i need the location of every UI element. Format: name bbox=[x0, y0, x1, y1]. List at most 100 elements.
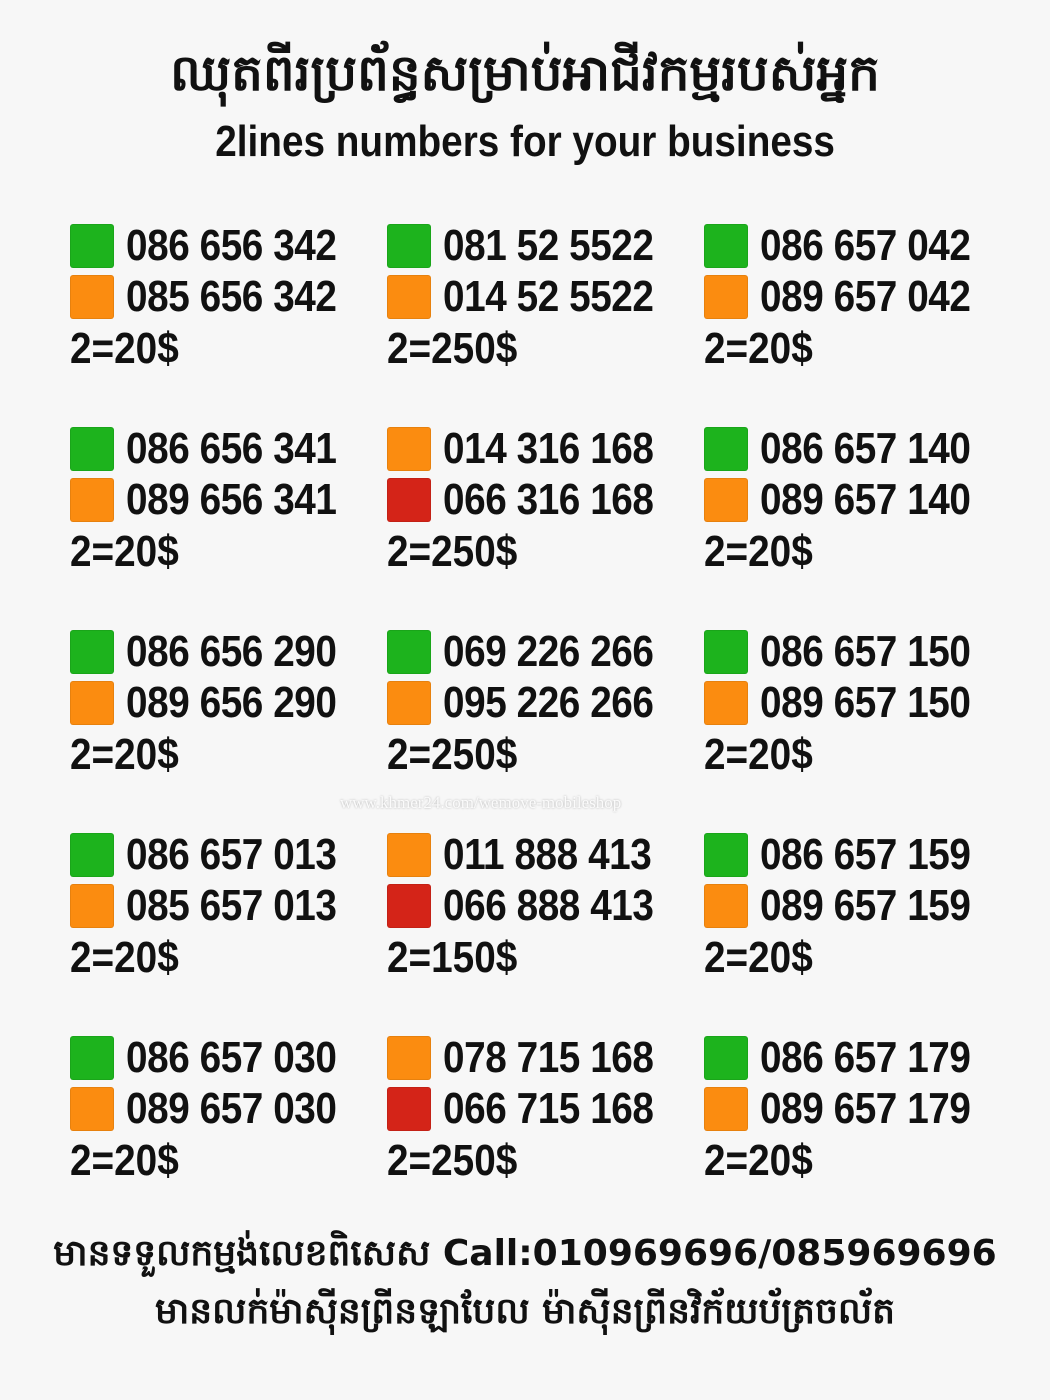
green-square-icon bbox=[704, 630, 748, 674]
price-label: 2=20$ bbox=[70, 1136, 179, 1185]
offer-block: 086 657 042 089 657 042 2=20$ bbox=[704, 222, 1034, 392]
offer-block: 086 656 341 089 656 341 2=20$ bbox=[70, 425, 400, 595]
price-label: 2=20$ bbox=[70, 324, 179, 373]
number-line: 089 657 042 bbox=[704, 273, 999, 321]
offer-block: 014 316 168 066 316 168 2=250$ bbox=[387, 425, 717, 595]
phone-number: 086 657 013 bbox=[126, 830, 337, 879]
number-line: 081 52 5522 bbox=[387, 222, 682, 270]
number-line: 078 715 168 bbox=[387, 1034, 682, 1082]
phone-number: 089 657 159 bbox=[760, 881, 971, 930]
number-line: 089 657 030 bbox=[70, 1085, 365, 1133]
green-square-icon bbox=[387, 630, 431, 674]
orange-square-icon bbox=[704, 884, 748, 928]
price-label: 2=20$ bbox=[70, 527, 179, 576]
number-line: 066 715 168 bbox=[387, 1085, 682, 1133]
offer-block: 086 657 030 089 657 030 2=20$ bbox=[70, 1034, 400, 1204]
phone-number: 089 657 179 bbox=[760, 1084, 971, 1133]
orange-square-icon bbox=[704, 1087, 748, 1131]
number-line: 066 316 168 bbox=[387, 476, 682, 524]
green-square-icon bbox=[70, 833, 114, 877]
number-line: 011 888 413 bbox=[387, 831, 680, 879]
number-line: 095 226 266 bbox=[387, 679, 682, 727]
orange-square-icon bbox=[387, 427, 431, 471]
offer-block: 086 657 013 085 657 013 2=20$ bbox=[70, 831, 400, 1001]
title-english-text: 2lines numbers for your business bbox=[215, 117, 835, 166]
phone-number: 085 657 013 bbox=[126, 881, 337, 930]
price-label: 2=20$ bbox=[704, 1136, 813, 1185]
price-label: 2=20$ bbox=[704, 527, 813, 576]
phone-number: 086 657 179 bbox=[760, 1033, 971, 1082]
phone-number: 011 888 413 bbox=[443, 830, 652, 879]
phone-number: 085 656 342 bbox=[126, 272, 337, 321]
number-line: 086 657 150 bbox=[704, 628, 999, 676]
number-line: 086 657 159 bbox=[704, 831, 999, 879]
offer-block: 086 657 150 089 657 150 2=20$ bbox=[704, 628, 1034, 798]
phone-number: 069 226 266 bbox=[443, 627, 654, 676]
green-square-icon bbox=[70, 224, 114, 268]
number-line: 089 657 150 bbox=[704, 679, 999, 727]
number-line: 014 52 5522 bbox=[387, 273, 682, 321]
orange-square-icon bbox=[70, 681, 114, 725]
phone-number: 078 715 168 bbox=[443, 1033, 654, 1082]
green-square-icon bbox=[70, 630, 114, 674]
phone-number: 086 657 150 bbox=[760, 627, 971, 676]
number-line: 086 657 013 bbox=[70, 831, 365, 879]
price-label: 2=150$ bbox=[387, 933, 518, 982]
number-line: 069 226 266 bbox=[387, 628, 682, 676]
number-line: 086 657 140 bbox=[704, 425, 999, 473]
number-line: 085 657 013 bbox=[70, 882, 365, 930]
phone-number: 066 715 168 bbox=[443, 1084, 654, 1133]
orange-square-icon bbox=[387, 681, 431, 725]
phone-number: 086 656 290 bbox=[126, 627, 337, 676]
footer-call-line: មានទទួលកម្មង់លេខពិសេស Call:010969696/085… bbox=[53, 1233, 997, 1274]
title-english: 2lines numbers for your business bbox=[0, 116, 1050, 168]
offer-block: 086 657 179 089 657 179 2=20$ bbox=[704, 1034, 1034, 1204]
phone-number: 086 657 030 bbox=[126, 1033, 337, 1082]
green-square-icon bbox=[704, 1036, 748, 1080]
number-line: 089 657 140 bbox=[704, 476, 999, 524]
number-line: 014 316 168 bbox=[387, 425, 682, 473]
phone-number: 086 656 342 bbox=[126, 221, 337, 270]
phone-number: 086 657 140 bbox=[760, 424, 971, 473]
orange-square-icon bbox=[387, 275, 431, 319]
number-line: 086 656 290 bbox=[70, 628, 365, 676]
phone-number: 089 656 290 bbox=[126, 678, 337, 727]
phone-number: 066 888 413 bbox=[443, 881, 654, 930]
offer-block: 069 226 266 095 226 266 2=250$ bbox=[387, 628, 717, 798]
number-line: 086 657 179 bbox=[704, 1034, 999, 1082]
green-square-icon bbox=[704, 833, 748, 877]
red-square-icon bbox=[387, 478, 431, 522]
price-label: 2=250$ bbox=[387, 324, 518, 373]
footer-printer-line: មានលក់ម៉ាស៊ីនព្រីនឡាបែល ម៉ាស៊ីនព្រីនវិក័… bbox=[155, 1291, 895, 1332]
watermark: www.khmer24.com/wemove-mobileshop bbox=[340, 793, 622, 812]
offer-block: 078 715 168 066 715 168 2=250$ bbox=[387, 1034, 717, 1204]
orange-square-icon bbox=[70, 1087, 114, 1131]
orange-square-icon bbox=[70, 884, 114, 928]
number-line: 089 656 290 bbox=[70, 679, 365, 727]
phone-number: 089 657 140 bbox=[760, 475, 971, 524]
offer-block: 086 657 159 089 657 159 2=20$ bbox=[704, 831, 1034, 1001]
phone-number: 089 657 150 bbox=[760, 678, 971, 727]
number-line: 089 657 179 bbox=[704, 1085, 999, 1133]
offer-block: 086 656 342 085 656 342 2=20$ bbox=[70, 222, 400, 392]
green-square-icon bbox=[70, 427, 114, 471]
offer-block: 086 657 140 089 657 140 2=20$ bbox=[704, 425, 1034, 595]
orange-square-icon bbox=[704, 478, 748, 522]
number-line: 086 656 341 bbox=[70, 425, 365, 473]
price-label: 2=20$ bbox=[704, 730, 813, 779]
price-label: 2=250$ bbox=[387, 527, 518, 576]
orange-square-icon bbox=[387, 833, 431, 877]
price-label: 2=20$ bbox=[704, 324, 813, 373]
phone-number: 014 52 5522 bbox=[443, 272, 654, 321]
orange-square-icon bbox=[387, 1036, 431, 1080]
green-square-icon bbox=[704, 224, 748, 268]
price-label: 2=250$ bbox=[387, 1136, 518, 1185]
phone-number: 086 657 159 bbox=[760, 830, 971, 879]
phone-number: 086 656 341 bbox=[126, 424, 337, 473]
green-square-icon bbox=[704, 427, 748, 471]
green-square-icon bbox=[70, 1036, 114, 1080]
price-label: 2=20$ bbox=[704, 933, 813, 982]
number-line: 086 656 342 bbox=[70, 222, 365, 270]
number-line: 086 657 042 bbox=[704, 222, 999, 270]
number-line: 066 888 413 bbox=[387, 882, 682, 930]
